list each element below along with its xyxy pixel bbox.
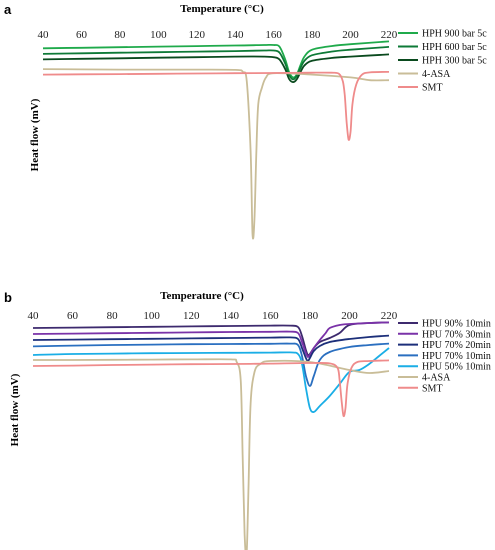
panel-b-x-axis-title: Temperature (°C) [160, 290, 244, 302]
x-tick-label: 220 [381, 29, 398, 41]
legend-label: HPU 50% 10min [422, 362, 491, 373]
x-tick-label: 160 [262, 310, 279, 322]
panel-a-letter: a [4, 2, 12, 17]
x-tick-label: 120 [189, 29, 206, 41]
x-tick-label: 80 [114, 29, 126, 41]
series-line [42, 40, 390, 79]
x-tick-label: 40 [28, 310, 40, 322]
legend-label: HPH 300 bar 5c [422, 56, 487, 67]
x-tick-label: 60 [67, 310, 79, 322]
series-line [32, 334, 390, 362]
panel-b: b Temperature (°C) Heat flow (mV) 40 60 80… [4, 290, 491, 550]
panel-a-series [42, 40, 390, 240]
x-tick-label: 60 [76, 29, 88, 41]
legend-label: HPH 600 bar 5c [422, 42, 487, 53]
x-tick-label: 80 [107, 310, 119, 322]
panel-a: a Temperature (°C) Heat flow (mV) 40 60 80… [4, 2, 487, 240]
legend-label: HPU 70% 20min [422, 340, 491, 351]
panel-b-y-axis-title: Heat flow (mV) [9, 373, 21, 446]
panel-b-letter: b [4, 290, 12, 305]
x-tick-label: 100 [143, 310, 160, 322]
legend-label: HPU 70% 30min [422, 329, 491, 340]
panel-a-y-axis-title: Heat flow (mV) [29, 98, 41, 171]
x-tick-label: 140 [227, 29, 244, 41]
legend-label: SMT [422, 83, 443, 94]
series-line [33, 358, 390, 550]
legend-label: HPH 900 bar 5c [422, 29, 487, 40]
x-tick-label: 140 [223, 310, 240, 322]
panel-a-x-ticks: 40 60 80 100 120 140 160 180 200 220 [38, 29, 398, 41]
legend-label: 4-ASA [422, 373, 451, 384]
series-line [32, 342, 390, 387]
x-tick-label: 200 [342, 29, 359, 41]
panel-b-x-ticks: 40 60 80 100 120 140 160 180 200 220 [28, 310, 398, 322]
x-tick-label: 180 [302, 310, 319, 322]
x-tick-label: 200 [341, 310, 358, 322]
series-line [42, 53, 390, 83]
x-tick-label: 40 [38, 29, 50, 41]
series-line [42, 68, 390, 240]
x-tick-label: 220 [381, 310, 398, 322]
panel-a-legend: HPH 900 bar 5c HPH 600 bar 5c HPH 300 bar … [398, 29, 487, 94]
series-line [42, 46, 390, 81]
legend-label: 4-ASA [422, 69, 451, 80]
legend-label: SMT [422, 383, 443, 394]
legend-label: HPU 70% 10min [422, 351, 491, 362]
x-tick-label: 180 [304, 29, 321, 41]
legend-label: HPU 90% 10min [422, 319, 491, 330]
panel-a-x-axis-title: Temperature (°C) [180, 3, 264, 15]
series-line [32, 359, 390, 418]
series-line [32, 347, 390, 413]
panel-b-series [32, 321, 390, 550]
x-tick-label: 120 [183, 310, 200, 322]
x-tick-label: 100 [150, 29, 167, 41]
series-line [32, 321, 390, 357]
series-line [32, 321, 390, 358]
series-line [42, 71, 390, 141]
x-tick-label: 160 [265, 29, 282, 41]
